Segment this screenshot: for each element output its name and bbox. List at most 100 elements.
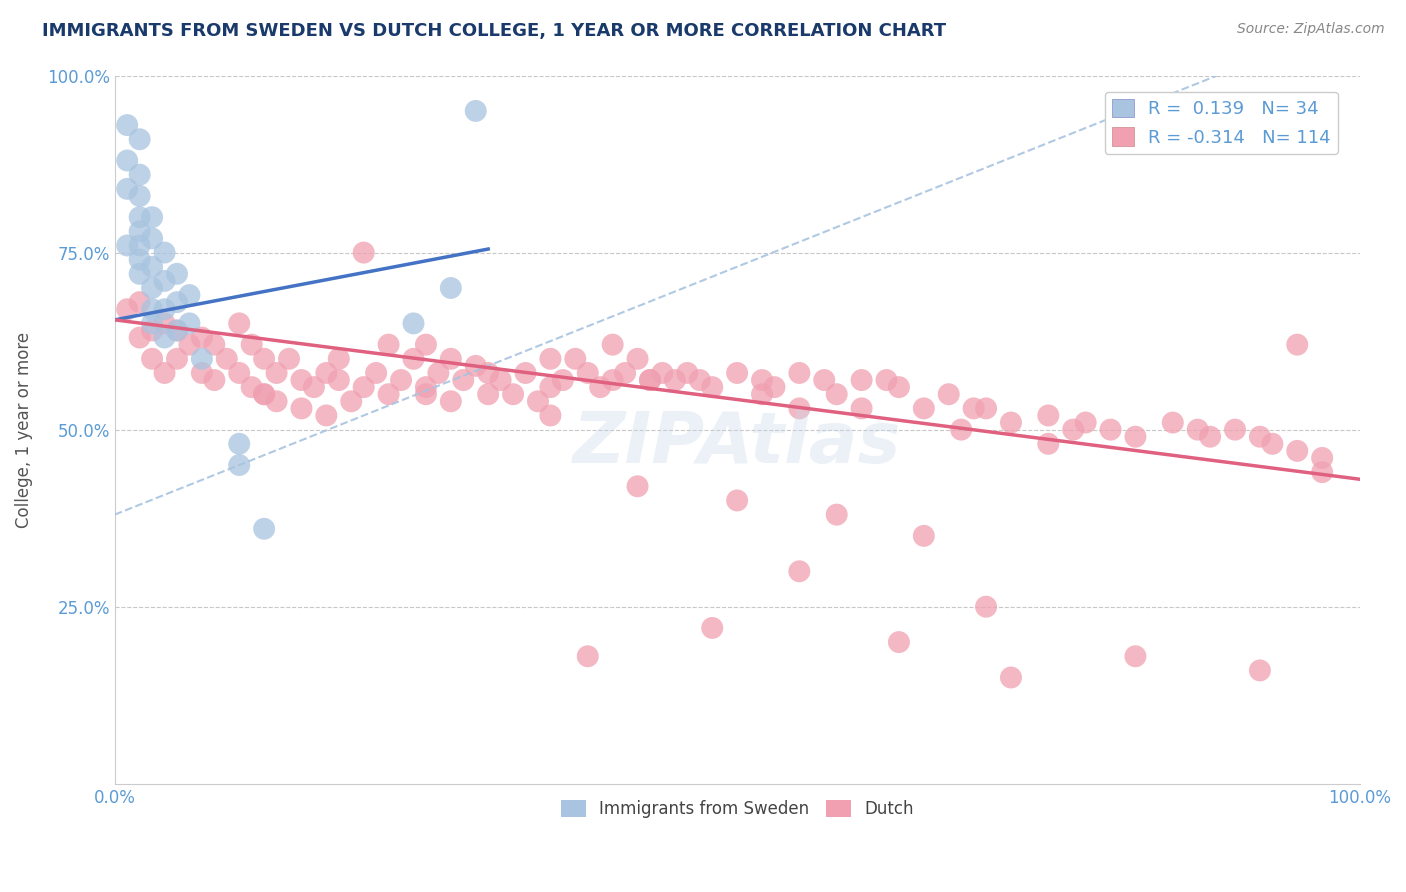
Point — [702, 380, 724, 394]
Point — [141, 317, 163, 331]
Point — [527, 394, 550, 409]
Point — [191, 330, 214, 344]
Legend: Immigrants from Sweden, Dutch: Immigrants from Sweden, Dutch — [554, 794, 921, 825]
Point — [153, 317, 176, 331]
Point — [253, 387, 276, 401]
Point — [825, 387, 848, 401]
Point — [415, 380, 437, 394]
Text: Source: ZipAtlas.com: Source: ZipAtlas.com — [1237, 22, 1385, 37]
Point — [389, 373, 412, 387]
Point — [464, 103, 486, 118]
Point — [1161, 416, 1184, 430]
Point — [166, 295, 188, 310]
Point — [589, 380, 612, 394]
Point — [538, 409, 561, 423]
Point — [415, 387, 437, 401]
Point — [191, 366, 214, 380]
Point — [676, 366, 699, 380]
Point — [266, 366, 288, 380]
Point — [1261, 437, 1284, 451]
Point — [551, 373, 574, 387]
Point — [638, 373, 661, 387]
Point — [887, 380, 910, 394]
Point — [502, 387, 524, 401]
Point — [377, 337, 399, 351]
Point — [202, 337, 225, 351]
Point — [1125, 649, 1147, 664]
Point — [851, 373, 873, 387]
Point — [153, 330, 176, 344]
Point — [938, 387, 960, 401]
Point — [315, 409, 337, 423]
Point — [1099, 423, 1122, 437]
Point — [576, 366, 599, 380]
Point — [228, 437, 250, 451]
Point — [515, 366, 537, 380]
Point — [115, 238, 138, 252]
Point — [328, 351, 350, 366]
Point — [202, 373, 225, 387]
Point — [253, 387, 276, 401]
Point — [538, 380, 561, 394]
Point — [290, 401, 312, 416]
Point — [1000, 416, 1022, 430]
Point — [453, 373, 475, 387]
Point — [626, 479, 648, 493]
Point — [626, 351, 648, 366]
Point — [1074, 416, 1097, 430]
Point — [1038, 437, 1060, 451]
Point — [464, 359, 486, 373]
Point — [1187, 423, 1209, 437]
Point — [974, 401, 997, 416]
Point — [1199, 430, 1222, 444]
Point — [128, 295, 150, 310]
Point — [128, 267, 150, 281]
Point — [489, 373, 512, 387]
Point — [1062, 423, 1084, 437]
Point — [912, 529, 935, 543]
Point — [141, 281, 163, 295]
Y-axis label: College, 1 year or more: College, 1 year or more — [15, 332, 32, 528]
Point — [602, 373, 624, 387]
Point — [1286, 443, 1309, 458]
Point — [141, 260, 163, 274]
Point — [215, 351, 238, 366]
Point — [315, 366, 337, 380]
Point — [128, 210, 150, 224]
Point — [1223, 423, 1246, 437]
Point — [128, 252, 150, 267]
Point — [302, 380, 325, 394]
Point — [751, 373, 773, 387]
Point — [153, 245, 176, 260]
Point — [377, 387, 399, 401]
Point — [115, 118, 138, 132]
Point — [789, 366, 811, 380]
Point — [1310, 450, 1333, 465]
Point — [240, 380, 263, 394]
Point — [962, 401, 984, 416]
Point — [115, 302, 138, 317]
Point — [228, 366, 250, 380]
Point — [253, 351, 276, 366]
Point — [1000, 671, 1022, 685]
Point — [813, 373, 835, 387]
Point — [1286, 337, 1309, 351]
Point — [266, 394, 288, 409]
Point — [402, 351, 425, 366]
Point — [290, 373, 312, 387]
Point — [128, 189, 150, 203]
Text: IMMIGRANTS FROM SWEDEN VS DUTCH COLLEGE, 1 YEAR OR MORE CORRELATION CHART: IMMIGRANTS FROM SWEDEN VS DUTCH COLLEGE,… — [42, 22, 946, 40]
Point — [950, 423, 973, 437]
Point — [576, 649, 599, 664]
Point — [614, 366, 637, 380]
Point — [664, 373, 686, 387]
Point — [141, 351, 163, 366]
Point — [128, 330, 150, 344]
Point — [128, 238, 150, 252]
Point — [353, 380, 375, 394]
Point — [115, 153, 138, 168]
Point — [440, 394, 463, 409]
Point — [876, 373, 898, 387]
Point — [789, 401, 811, 416]
Point — [141, 210, 163, 224]
